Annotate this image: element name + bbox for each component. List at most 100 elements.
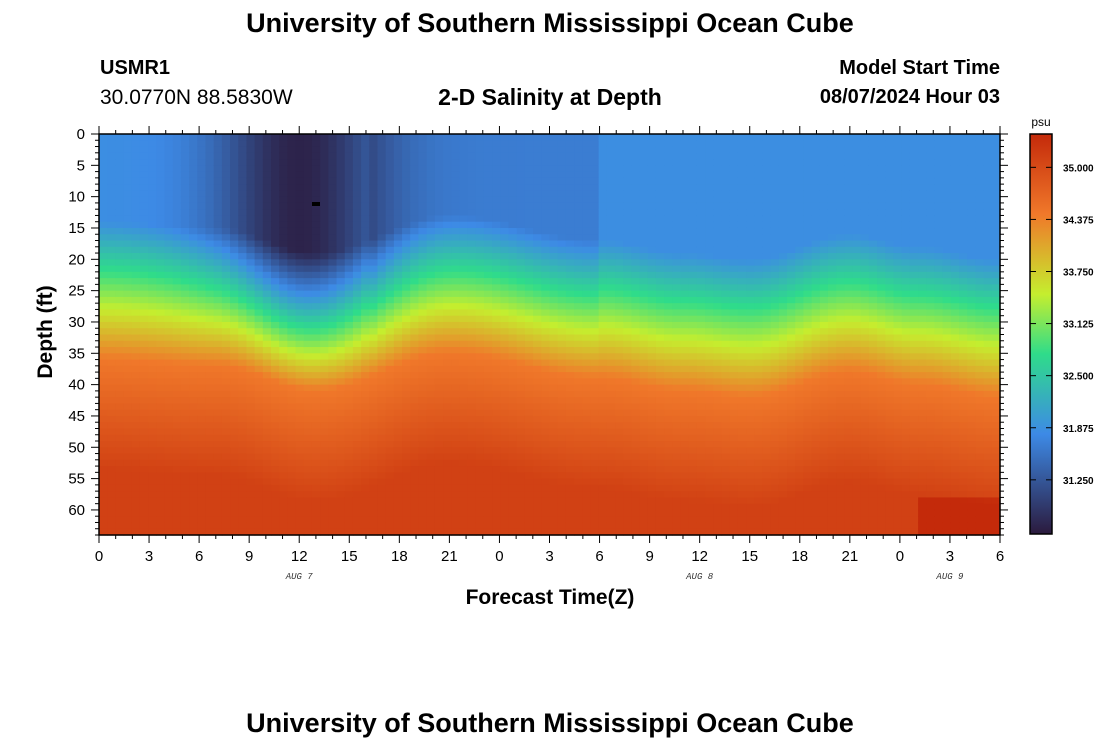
heatmap-cell bbox=[303, 246, 313, 254]
heatmap-cell bbox=[156, 340, 166, 348]
heatmap-cell bbox=[311, 265, 321, 273]
heatmap-cell bbox=[582, 259, 592, 267]
heatmap-cell bbox=[148, 478, 157, 486]
heatmap-cell bbox=[524, 196, 534, 204]
heatmap-cell bbox=[336, 146, 346, 154]
heatmap-cell bbox=[713, 428, 723, 436]
heatmap-cell bbox=[189, 372, 198, 379]
heatmap-cell bbox=[344, 472, 354, 480]
heatmap-cell bbox=[647, 284, 657, 292]
heatmap-cell bbox=[516, 321, 526, 329]
heatmap-cell bbox=[172, 503, 182, 511]
heatmap-cell bbox=[410, 321, 420, 329]
heatmap-cell bbox=[615, 353, 624, 361]
heatmap-cell bbox=[639, 296, 649, 304]
heatmap-cell bbox=[500, 334, 510, 342]
heatmap-cell bbox=[443, 516, 452, 524]
heatmap-cell bbox=[254, 509, 264, 517]
heatmap-cell bbox=[221, 522, 231, 530]
heatmap-cell bbox=[246, 209, 256, 217]
heatmap-cell bbox=[393, 466, 403, 473]
heatmap-cell bbox=[459, 246, 469, 254]
heatmap-cell bbox=[680, 271, 690, 279]
heatmap-cell bbox=[344, 278, 354, 285]
heatmap-cell bbox=[213, 459, 223, 467]
heatmap-cell bbox=[311, 321, 321, 329]
heatmap-cell bbox=[664, 177, 673, 185]
heatmap-cell bbox=[492, 290, 501, 298]
heatmap-cell bbox=[639, 284, 649, 292]
heatmap-cell bbox=[311, 246, 321, 254]
heatmap-cell bbox=[549, 184, 559, 191]
heatmap-cell bbox=[205, 359, 215, 367]
heatmap-cell bbox=[230, 372, 239, 379]
heatmap-cell bbox=[418, 372, 428, 379]
heatmap-cell bbox=[533, 202, 542, 210]
heatmap-cell bbox=[705, 284, 714, 292]
heatmap-cell bbox=[557, 503, 567, 511]
heatmap-cell bbox=[295, 165, 305, 173]
heatmap-cell bbox=[557, 522, 567, 530]
heatmap-cell bbox=[672, 478, 682, 486]
heatmap-cell bbox=[377, 177, 387, 185]
heatmap-cell bbox=[541, 441, 551, 448]
heatmap-cell bbox=[574, 140, 583, 148]
heatmap-cell bbox=[492, 378, 501, 386]
heatmap-cell bbox=[483, 397, 493, 405]
heatmap-cell bbox=[639, 246, 649, 254]
heatmap-cell bbox=[623, 140, 633, 148]
heatmap-cell bbox=[647, 290, 657, 298]
heatmap-cell bbox=[500, 296, 510, 304]
heatmap-cell bbox=[533, 246, 542, 254]
heatmap-cell bbox=[221, 397, 231, 405]
heatmap-cell bbox=[180, 234, 190, 242]
heatmap-cell bbox=[271, 146, 280, 154]
heatmap-cell bbox=[123, 372, 133, 379]
heatmap-cell bbox=[344, 378, 354, 386]
heatmap-cell bbox=[647, 472, 657, 480]
heatmap-cell bbox=[139, 278, 149, 285]
heatmap-cell bbox=[713, 303, 723, 311]
heatmap-cell bbox=[123, 165, 133, 173]
heatmap-cell bbox=[426, 353, 436, 361]
heatmap-cell bbox=[393, 409, 403, 417]
heatmap-cell bbox=[369, 353, 379, 361]
heatmap-cell bbox=[664, 209, 673, 217]
heatmap-cell bbox=[680, 134, 690, 141]
heatmap-cell bbox=[418, 334, 428, 342]
heatmap-cell bbox=[434, 177, 444, 185]
heatmap-cell bbox=[279, 190, 288, 198]
heatmap-cell bbox=[99, 221, 108, 229]
heatmap-cell bbox=[418, 409, 428, 417]
heatmap-cell bbox=[655, 234, 665, 242]
heatmap-cell bbox=[508, 397, 518, 405]
heatmap-cell bbox=[664, 296, 673, 304]
heatmap-cell bbox=[664, 328, 673, 336]
heatmap-cell bbox=[631, 190, 641, 198]
heatmap-cell bbox=[246, 466, 256, 473]
heatmap-cell bbox=[590, 146, 600, 154]
heatmap-cell bbox=[164, 472, 174, 480]
heatmap-cell bbox=[262, 328, 272, 336]
heatmap-cell bbox=[352, 359, 362, 367]
heatmap-cell bbox=[139, 177, 149, 185]
heatmap-cell bbox=[721, 246, 731, 254]
heatmap-cell bbox=[205, 509, 215, 517]
heatmap-cell bbox=[164, 334, 174, 342]
heatmap-cell bbox=[680, 165, 690, 173]
heatmap-cell bbox=[328, 365, 338, 373]
heatmap-cell bbox=[311, 522, 321, 530]
heatmap-cell bbox=[131, 522, 141, 530]
heatmap-cell bbox=[156, 522, 166, 530]
heatmap-cell bbox=[262, 253, 272, 260]
heatmap-cell bbox=[164, 403, 174, 411]
heatmap-cell bbox=[328, 246, 338, 254]
heatmap-cell bbox=[549, 209, 559, 217]
heatmap-cell bbox=[189, 321, 198, 329]
heatmap-cell bbox=[574, 152, 583, 160]
heatmap-cell bbox=[533, 466, 542, 473]
heatmap-cell bbox=[516, 215, 526, 223]
heatmap-cell bbox=[639, 453, 649, 461]
heatmap-cell bbox=[705, 328, 714, 336]
heatmap-cell bbox=[631, 140, 641, 148]
